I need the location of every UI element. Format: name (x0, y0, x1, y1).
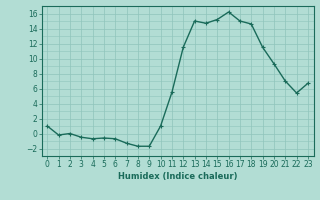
X-axis label: Humidex (Indice chaleur): Humidex (Indice chaleur) (118, 172, 237, 181)
